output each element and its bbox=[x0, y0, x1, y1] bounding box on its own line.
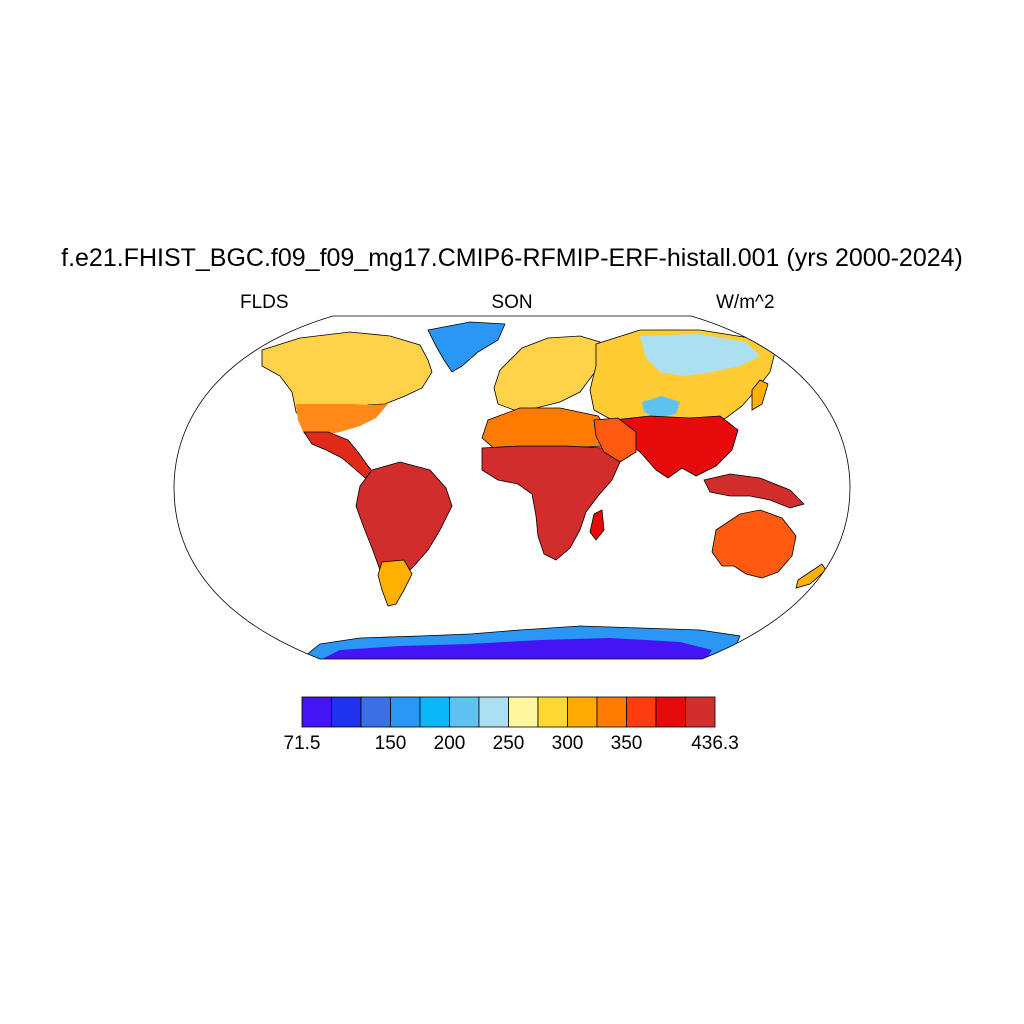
map-boundary bbox=[173, 315, 851, 660]
plot-title: f.e21.FHIST_BGC.f09_f09_mg17.CMIP6-RFMIP… bbox=[61, 244, 963, 272]
south-asia-region bbox=[613, 415, 739, 479]
colorbar bbox=[301, 696, 716, 728]
colorbar-swatch bbox=[419, 696, 450, 728]
colorbar-tick-label: 300 bbox=[551, 733, 584, 754]
colorbar-tick-label: 150 bbox=[374, 733, 407, 754]
north-america-region bbox=[261, 331, 433, 423]
colorbar-swatch bbox=[301, 696, 332, 728]
indonesia-region bbox=[703, 473, 805, 509]
greenland-region bbox=[427, 321, 506, 373]
colorbar-swatch bbox=[537, 696, 568, 728]
siberia-region bbox=[640, 334, 760, 376]
madagascar-region bbox=[589, 509, 605, 541]
colorbar-swatch bbox=[449, 696, 480, 728]
colorbar-swatch bbox=[508, 696, 539, 728]
colorbar-swatch bbox=[478, 696, 509, 728]
land-fill-group bbox=[261, 321, 827, 659]
colorbar-swatch bbox=[567, 696, 598, 728]
colorbar-swatch bbox=[596, 696, 627, 728]
europe-region bbox=[493, 335, 605, 411]
antarctica-region bbox=[320, 638, 712, 659]
season-label: SON bbox=[491, 292, 533, 313]
colorbar-tick-label: 200 bbox=[433, 733, 466, 754]
africa-north-region bbox=[481, 407, 609, 451]
south-america-south-region bbox=[377, 559, 413, 607]
colorbar-swatch bbox=[626, 696, 657, 728]
colorbar-swatch bbox=[685, 696, 716, 728]
colorbar-tick-label: 350 bbox=[610, 733, 643, 754]
colorbar-swatch bbox=[390, 696, 421, 728]
japan-region bbox=[751, 379, 769, 411]
colorbar-swatch bbox=[360, 696, 391, 728]
units-label: W/m^2 bbox=[716, 292, 775, 313]
new-zealand-region bbox=[795, 563, 827, 589]
colorbar-swatch bbox=[331, 696, 362, 728]
africa-region bbox=[481, 445, 621, 561]
colorbar-swatch bbox=[655, 696, 686, 728]
colorbar-min-label: 71.5 bbox=[283, 733, 321, 754]
tibet-region bbox=[642, 396, 680, 418]
colorbar-max-label: 436.3 bbox=[691, 733, 739, 754]
arabia-region bbox=[593, 417, 637, 463]
colorbar-tick-label: 250 bbox=[492, 733, 525, 754]
variable-label: FLDS bbox=[240, 292, 289, 313]
australia-region bbox=[711, 509, 797, 579]
central-america-region bbox=[303, 431, 379, 483]
north-america-south-region bbox=[296, 404, 388, 436]
